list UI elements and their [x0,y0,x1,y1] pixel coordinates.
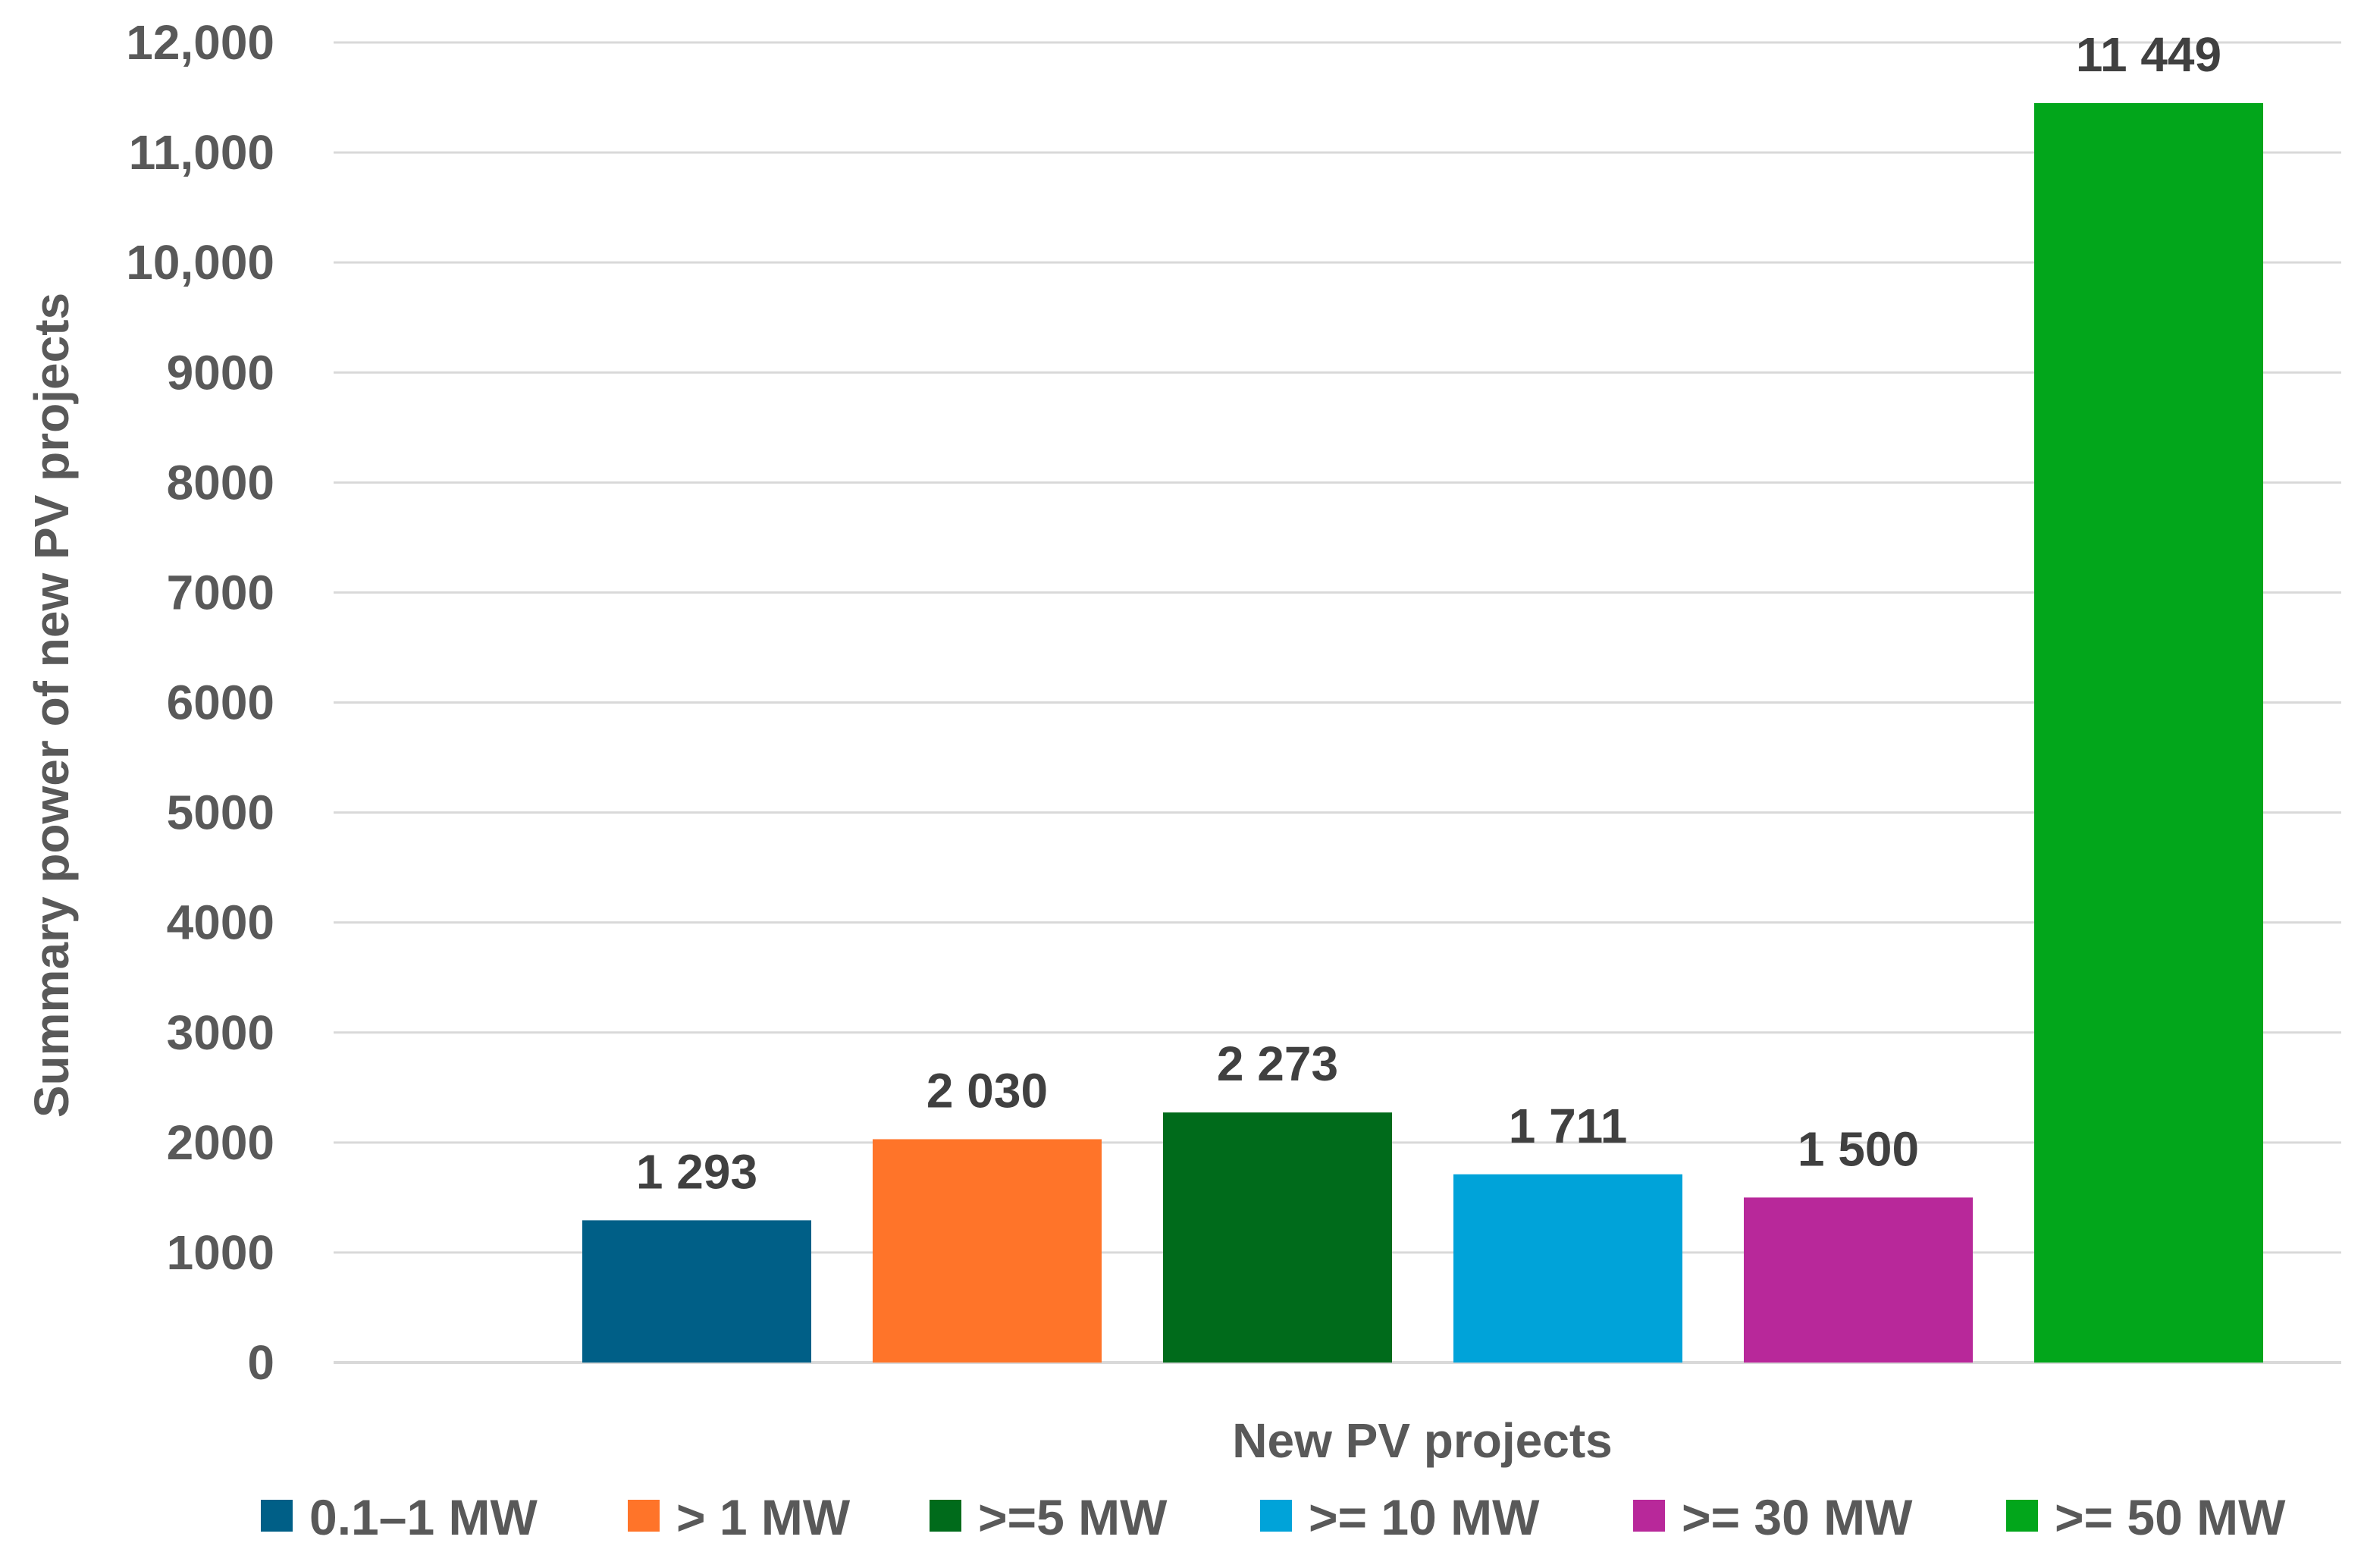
legend-swatch [261,1500,293,1532]
bar-6 [2034,102,2263,1363]
data-labels: 1 293 2 030 2 273 1 711 1 500 11 449 [636,27,2221,1199]
legend-swatch [628,1500,660,1532]
y-tick-label: 1000 [167,1225,274,1280]
legend-swatch [1633,1500,1665,1532]
y-tick-label: 5000 [167,786,274,840]
bars [582,102,2263,1363]
y-tick-label: 3000 [167,1005,274,1060]
bar-2 [873,1139,1102,1363]
legend-item-2: > 1 MW [628,1489,851,1545]
data-label-5: 1 500 [1798,1121,1919,1176]
legend-item-5: >= 30 MW [1633,1489,1913,1545]
legend: 0.1–1 MW > 1 MW >=5 MW >= 10 MW >= 30 MW >= 5… [261,1489,2286,1545]
y-tick-label: 11,000 [129,125,274,180]
legend-label: >= 50 MW [2055,1489,2286,1545]
legend-swatch [2006,1500,2038,1532]
bar-5 [1744,1197,1973,1363]
legend-item-6: >= 50 MW [2006,1489,2286,1545]
legend-swatch [1260,1500,1292,1532]
bar-4 [1453,1174,1682,1363]
legend-item-1: 0.1–1 MW [261,1489,538,1545]
y-axis-ticks: 0 1000 2000 3000 4000 5000 6000 7000 8000 9000 10,… [126,15,274,1390]
legend-item-4: >= 10 MW [1260,1489,1540,1545]
y-axis-title: Summary power of new PV projects [24,293,79,1118]
y-tick-label: 7000 [167,565,274,619]
gridlines [334,41,2341,1364]
legend-label: >= 30 MW [1682,1489,1913,1545]
y-tick-label: 4000 [167,895,274,950]
x-axis-title: New PV projects [1232,1413,1613,1468]
bar-1 [582,1220,811,1363]
data-label-1: 1 293 [636,1144,757,1199]
y-tick-label: 9000 [167,345,274,400]
legend-label: 0.1–1 MW [309,1489,538,1545]
y-tick-label: 0 [247,1335,274,1390]
y-tick-label: 6000 [167,676,274,730]
y-tick-label: 8000 [167,455,274,510]
y-tick-label: 2000 [167,1115,274,1170]
bar-3 [1163,1112,1392,1363]
legend-swatch [930,1500,961,1532]
data-label-6: 11 449 [2076,27,2221,82]
legend-label: > 1 MW [676,1489,851,1545]
data-label-3: 2 273 [1217,1036,1338,1091]
data-label-2: 2 030 [926,1063,1048,1118]
y-tick-label: 10,000 [126,235,274,290]
legend-label: >=5 MW [978,1489,1168,1545]
y-tick-label: 12,000 [126,15,274,70]
legend-label: >= 10 MW [1309,1489,1540,1545]
legend-item-3: >=5 MW [930,1489,1168,1545]
data-label-4: 1 711 [1509,1099,1628,1153]
